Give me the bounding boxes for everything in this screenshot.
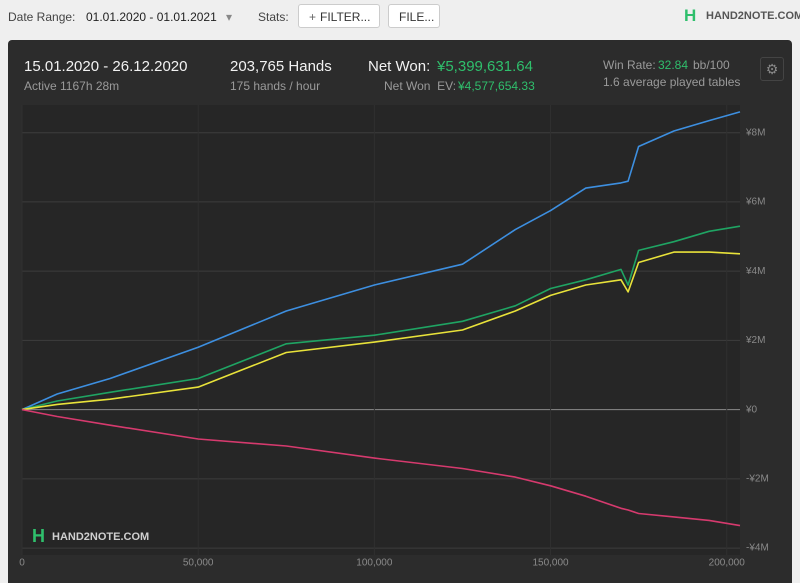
filter-button[interactable]: + FILTER... (298, 4, 380, 28)
win-rate-label: Win Rate: (603, 58, 656, 72)
logo-icon: H (684, 6, 697, 25)
watermark-icon: H (32, 526, 45, 546)
dropdown-arrow[interactable]: ▾ (226, 10, 233, 24)
date-range[interactable]: 01.01.2020 - 01.01.2021 (86, 10, 217, 24)
date-range-label: Date Range: (8, 10, 76, 24)
y-tick-label: ¥0 (745, 404, 758, 415)
y-tick-label: -¥2M (746, 473, 769, 484)
settings-button[interactable]: ⚙ (760, 57, 784, 81)
x-tick-label: 200,000 (709, 558, 746, 569)
series-line (21, 111, 741, 411)
watermark: HAND2NOTE.COM (52, 531, 149, 543)
series-line (21, 408, 741, 527)
hands-rate: 175 hands / hour (230, 79, 321, 93)
x-tick-label: 150,000 (532, 558, 569, 569)
net-won-ev-label: Net Won EV: (384, 79, 457, 93)
active-time: Active 1167h 28m (24, 79, 120, 93)
series-line (21, 251, 741, 411)
y-tick-label: ¥6M (745, 197, 765, 208)
y-tick-label: ¥8M (745, 127, 765, 138)
y-tick-label: -¥4M (746, 543, 769, 554)
x-tick-label: 0 (19, 558, 25, 569)
period: 15.01.2020 - 26.12.2020 (24, 58, 188, 75)
net-won-ev: ¥4,577,654.33 (458, 79, 535, 93)
win-rate-unit: bb/100 (693, 58, 730, 72)
series-line (21, 225, 741, 411)
stats-label: Stats: (258, 10, 289, 24)
x-tick-label: 50,000 (183, 558, 214, 569)
y-tick-label: ¥4M (745, 266, 765, 277)
net-won-label: Net Won: (368, 58, 431, 75)
x-tick-label: 100,000 (356, 558, 393, 569)
win-rate: 32.84 (658, 58, 689, 72)
plot-area (22, 105, 740, 555)
net-won: ¥5,399,631.64 (437, 58, 533, 75)
file-button[interactable]: FILE... (388, 4, 440, 28)
y-tick-label: ¥2M (745, 335, 765, 346)
logo: HAND2NOTE.COM (706, 10, 800, 22)
tables: 1.6 average played tables (603, 75, 741, 89)
hands: 203,765 Hands (230, 58, 332, 75)
filter-button-text: FILTER... (320, 10, 371, 24)
